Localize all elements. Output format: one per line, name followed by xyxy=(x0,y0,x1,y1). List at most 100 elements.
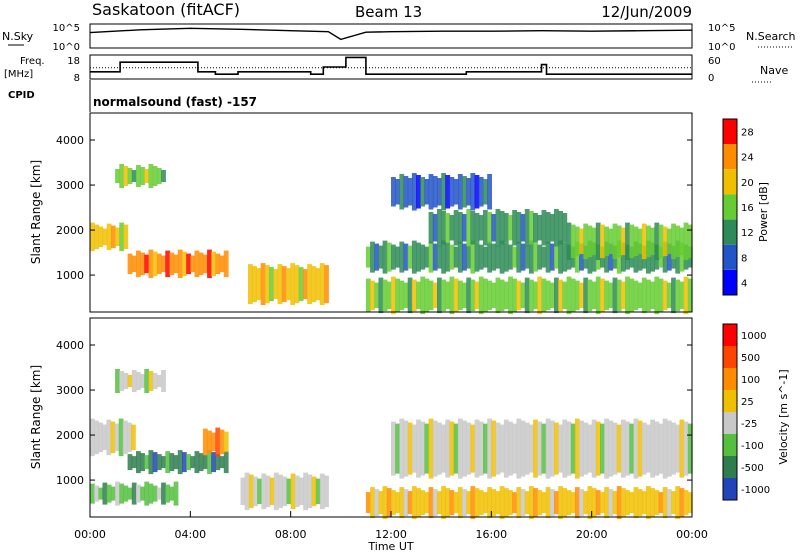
data-cell xyxy=(583,491,589,515)
data-cell xyxy=(558,279,563,312)
data-cell xyxy=(529,486,534,520)
data-cell xyxy=(637,420,643,477)
data-cell xyxy=(441,279,446,312)
data-cell xyxy=(403,243,409,271)
data-cell xyxy=(470,424,476,473)
data-cell xyxy=(495,422,501,475)
data-cell xyxy=(119,371,125,391)
data-cell xyxy=(679,242,685,272)
data-cell xyxy=(299,477,304,506)
data-cell xyxy=(428,418,434,479)
colorbar-frame xyxy=(722,118,738,296)
data-cell xyxy=(416,242,421,272)
data-cell xyxy=(683,490,689,516)
data-cell xyxy=(512,210,517,246)
data-cell xyxy=(462,420,467,477)
data-cell xyxy=(495,245,501,269)
data-cell xyxy=(666,420,672,477)
data-cell xyxy=(516,212,522,244)
freq-series-line xyxy=(90,56,692,75)
cpid-mode-label: normalsound (fast) -157 xyxy=(93,95,257,109)
y-tick-label: 2000 xyxy=(56,429,84,442)
data-cell xyxy=(612,491,618,515)
data-cell xyxy=(524,277,530,314)
data-cell xyxy=(386,488,392,518)
velocity-x-ticks: 00:00 04:00 08:00 12:00 16:00 20:00 00:00 xyxy=(74,511,708,541)
data-cell xyxy=(499,279,505,312)
data-cell xyxy=(126,422,132,453)
data-cell xyxy=(466,178,472,206)
data-cell xyxy=(144,369,150,393)
data-cell xyxy=(595,490,601,516)
data-cell xyxy=(495,209,501,247)
colorbar-swatch xyxy=(723,119,737,145)
data-cell xyxy=(437,178,442,206)
data-cell xyxy=(675,225,681,258)
data-cell xyxy=(675,486,681,520)
data-cell xyxy=(302,269,308,300)
data-cell xyxy=(495,277,501,314)
data-cell xyxy=(466,209,472,247)
data-cell xyxy=(165,451,171,474)
data-cell xyxy=(177,249,183,279)
data-cell xyxy=(558,424,563,473)
data-cell xyxy=(671,277,676,314)
data-cell xyxy=(541,210,547,246)
data-cell xyxy=(177,450,183,475)
data-cell xyxy=(428,241,434,273)
data-cell xyxy=(566,490,572,516)
data-cell xyxy=(679,488,685,518)
data-cell xyxy=(650,281,655,310)
data-cell xyxy=(608,489,614,517)
data-cell xyxy=(219,456,225,469)
data-cell xyxy=(403,489,409,517)
data-cell xyxy=(503,242,509,272)
data-cell xyxy=(616,424,622,473)
colorbar-tick-label: 24 xyxy=(741,153,754,164)
data-cell xyxy=(144,455,150,470)
data-cell xyxy=(474,242,480,272)
data-cell xyxy=(633,487,639,519)
data-cell xyxy=(662,418,668,479)
data-cell xyxy=(457,212,463,244)
data-cell xyxy=(462,214,467,242)
data-cell xyxy=(562,213,568,243)
data-cell xyxy=(298,267,304,302)
data-cell xyxy=(127,454,133,471)
data-cell xyxy=(123,373,129,389)
data-cell xyxy=(499,240,505,274)
nave-tick-top: 60 xyxy=(708,56,721,67)
data-cell xyxy=(579,243,584,271)
data-cell xyxy=(524,491,530,515)
data-cell xyxy=(520,214,526,242)
data-cell xyxy=(666,228,672,255)
colorbar-tick-label: -100 xyxy=(741,441,764,452)
colorbar-swatch xyxy=(723,456,737,478)
data-cell xyxy=(215,454,221,471)
data-cell xyxy=(127,253,133,275)
data-cell xyxy=(478,244,484,270)
data-cell xyxy=(579,420,584,477)
data-cell xyxy=(646,424,651,473)
data-cell xyxy=(428,174,434,210)
data-cell xyxy=(449,215,455,241)
data-cell xyxy=(679,281,685,310)
data-cell xyxy=(198,252,204,276)
data-cell xyxy=(520,243,526,271)
data-cell xyxy=(286,268,291,301)
data-cell xyxy=(148,450,154,475)
data-cell xyxy=(273,269,279,300)
data-cell xyxy=(319,473,325,510)
data-cell xyxy=(386,242,392,272)
data-cell xyxy=(264,265,270,304)
data-cell xyxy=(570,224,576,259)
data-cell xyxy=(537,276,543,315)
data-cell xyxy=(620,242,626,272)
data-cell xyxy=(382,240,388,274)
data-cell xyxy=(311,476,317,507)
data-cell xyxy=(223,431,229,453)
colorbar-tick-label: 1000 xyxy=(741,331,766,342)
data-cell xyxy=(633,241,639,273)
data-cell xyxy=(106,223,112,251)
data-cell xyxy=(562,242,568,272)
